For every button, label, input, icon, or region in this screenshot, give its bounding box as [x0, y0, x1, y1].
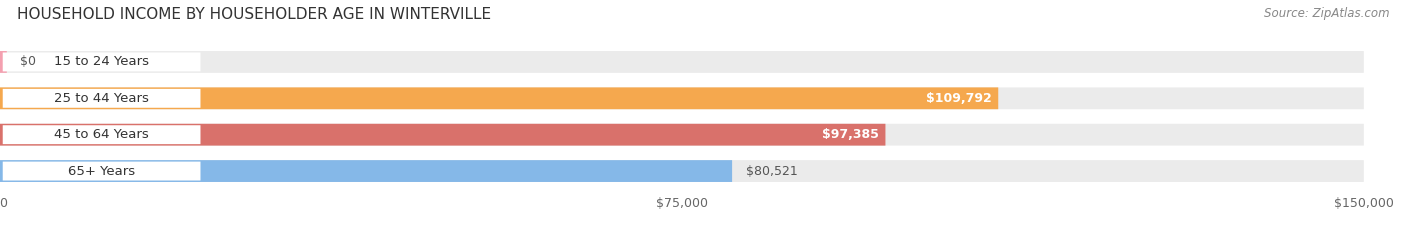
Text: 45 to 64 Years: 45 to 64 Years [55, 128, 149, 141]
Text: $0: $0 [21, 55, 37, 69]
FancyBboxPatch shape [0, 124, 1364, 146]
FancyBboxPatch shape [3, 89, 201, 108]
Text: 65+ Years: 65+ Years [67, 164, 135, 178]
FancyBboxPatch shape [0, 87, 1364, 109]
Text: 15 to 24 Years: 15 to 24 Years [53, 55, 149, 69]
FancyBboxPatch shape [0, 87, 998, 109]
Text: 25 to 44 Years: 25 to 44 Years [55, 92, 149, 105]
FancyBboxPatch shape [3, 52, 201, 71]
FancyBboxPatch shape [0, 160, 1364, 182]
FancyBboxPatch shape [0, 160, 733, 182]
Text: $80,521: $80,521 [745, 164, 797, 178]
FancyBboxPatch shape [0, 51, 1364, 73]
FancyBboxPatch shape [0, 124, 886, 146]
FancyBboxPatch shape [3, 162, 201, 181]
Text: HOUSEHOLD INCOME BY HOUSEHOLDER AGE IN WINTERVILLE: HOUSEHOLD INCOME BY HOUSEHOLDER AGE IN W… [17, 7, 491, 22]
Text: $109,792: $109,792 [925, 92, 991, 105]
FancyBboxPatch shape [3, 125, 201, 144]
Text: $97,385: $97,385 [821, 128, 879, 141]
Text: Source: ZipAtlas.com: Source: ZipAtlas.com [1264, 7, 1389, 20]
FancyBboxPatch shape [0, 51, 7, 73]
